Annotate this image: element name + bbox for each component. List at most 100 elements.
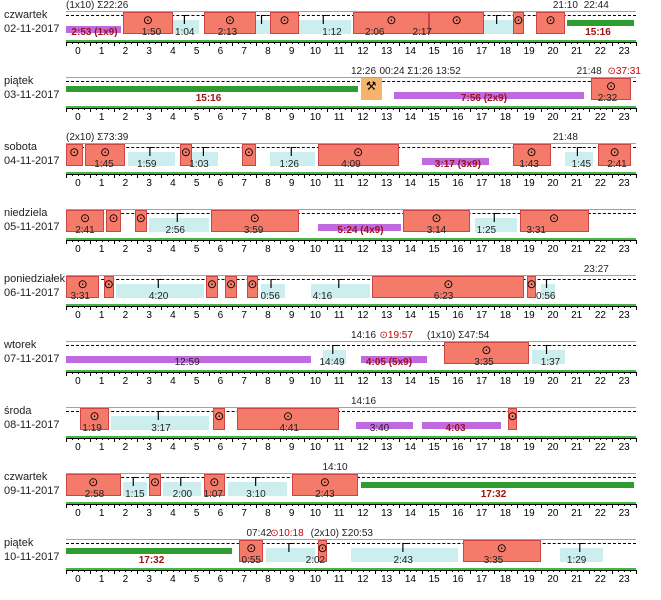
timeline-segment-rest[interactable]: [322, 350, 347, 364]
timeline-segment-rest[interactable]: [484, 20, 513, 34]
timeline-segment-rest[interactable]: [149, 218, 209, 232]
timeline-segment-drive[interactable]: [80, 408, 109, 430]
timeline-segment-purple[interactable]: [422, 422, 501, 429]
timeline-segment-drive[interactable]: [66, 144, 83, 166]
timeline-segment-drive[interactable]: [123, 12, 173, 34]
timeline-segment-rest[interactable]: [270, 152, 316, 166]
timeline-segment-rest[interactable]: [127, 152, 176, 166]
timeline-segment-rest[interactable]: [123, 482, 147, 496]
timeline-segment-rest[interactable]: [265, 548, 316, 562]
timeline-segment-rest[interactable]: [474, 218, 518, 232]
timeline-segment-drive[interactable]: [66, 474, 121, 496]
day-timeline[interactable]: 14:16 ⊙19:57 (1x10) Σ47:54 ᒥ ⊙ ᒥ 12:59 14:49 4:0…: [66, 330, 637, 388]
timeline-segment-rest[interactable]: [298, 20, 351, 34]
timeline-segment-purple[interactable]: [66, 356, 311, 363]
timeline-segment-drive[interactable]: [225, 276, 237, 298]
day-timeline[interactable]: (1x10) Σ22:26 21:10 22:44 ⊙ ᒥ ⊙ ᒥ ⊙ ᒥ ⊙ ⊙ ᒥ ⊙ ⊙ 2:53 (…: [66, 0, 637, 58]
day-timeline[interactable]: 14:10 ⊙ ᒥ ⊙ ᒥ ⊙ ᒥ ⊙ 2:58 1:15 2:00 1:07 3:10 2:43 17:3…: [66, 462, 637, 520]
timeline-segment-rest[interactable]: [310, 284, 370, 298]
day-timeline[interactable]: 12:26 00:24 Σ1:26 13:52 21:48 ⊙37:31 ⚒ ⊙ 15:16…: [66, 66, 641, 124]
timeline-segment-drive[interactable]: [85, 144, 126, 166]
timeline-segment-rest[interactable]: [564, 152, 594, 166]
timeline-segment-drive[interactable]: [512, 144, 551, 166]
timeline-segment-purple[interactable]: [360, 356, 427, 363]
day-timeline[interactable]: 14:16 ⊙ ᒥ ⊙ ⊙ ⊙ 1:19 3:17 4:41 3:40 4:03 0 1 2 3 4 5 6 7 8 9…: [66, 396, 637, 454]
timeline-segment-drive[interactable]: [149, 474, 161, 496]
axis-tick: [493, 240, 495, 244]
axis-tick: [303, 42, 305, 46]
timeline-segment-green[interactable]: [567, 20, 634, 26]
timeline-segment-drive[interactable]: [246, 276, 259, 298]
timeline-segment-drive[interactable]: [590, 78, 632, 100]
day-timeline[interactable]: (2x10) Σ73:39 21:48 ⊙ ⊙ ᒥ ⊙ ᒥ ⊙ ᒥ ⊙ ⊙ ᒥ ⊙ 1:45 1:59 1:0…: [66, 132, 637, 190]
timeline-segment-rest[interactable]: [115, 284, 204, 298]
timeline-segment-drive[interactable]: [512, 12, 525, 34]
timeline-segment-rest[interactable]: [351, 548, 458, 562]
timeline-segment-drive[interactable]: [443, 342, 530, 364]
timeline-segment-drive[interactable]: [317, 144, 399, 166]
day-label: czwartek 09-11-2017: [4, 470, 59, 498]
steering-wheel-icon: ⊙: [69, 145, 80, 159]
timeline-segment-green[interactable]: [66, 86, 359, 92]
timeline-segment-rest[interactable]: [260, 284, 285, 298]
timeline-segment-drive[interactable]: [213, 408, 226, 430]
timeline-segment-drive[interactable]: [241, 144, 256, 166]
timeline-segment-rest[interactable]: [163, 482, 202, 496]
timeline-segment-rest[interactable]: [541, 284, 556, 298]
timeline-segment-drive[interactable]: [104, 276, 114, 298]
timeline-segment-drive[interactable]: [106, 210, 121, 232]
timeline-segment-rest[interactable]: [191, 152, 218, 166]
timeline-segment-drive[interactable]: [403, 210, 470, 232]
timeline-segment-drive[interactable]: [536, 12, 565, 34]
day-timeline[interactable]: ⊙ ⊙ ⊙ ᒥ ⊙ ⊙ ᒥ ⊙ 2:41 2:56 3:59 5:24 (4x9) 3:14 1:25 3:…: [66, 200, 637, 256]
day-timeline[interactable]: 07:42 ⊙10:18 (2x10) Σ20:53 ⊙ ᒥ ⊙ ᒥ ⊙ ᒥ 17:32 0:55 2…: [66, 528, 637, 586]
axis-tick: [291, 174, 293, 176]
timeline-segment-drive[interactable]: [598, 144, 632, 166]
timeline-segment-purple[interactable]: [393, 92, 584, 99]
timeline-segment-green[interactable]: [66, 548, 233, 554]
timeline-segment-rest[interactable]: [531, 350, 565, 364]
timeline-segment-purple[interactable]: [317, 224, 401, 231]
timeline-segment-drive[interactable]: [317, 540, 328, 562]
axis-tick: [552, 174, 554, 176]
timeline-segment-drive[interactable]: [353, 12, 430, 34]
axis-tick: [95, 240, 97, 242]
hour-tick-label: 10: [309, 442, 321, 453]
timeline-segment-drive[interactable]: [203, 12, 256, 34]
timeline-segment-drive[interactable]: [507, 408, 518, 430]
timeline-segment-drive[interactable]: [429, 12, 484, 34]
timeline-segment-rest[interactable]: [256, 20, 271, 34]
axis-tick: [238, 504, 240, 506]
timeline-segment-drive[interactable]: [291, 474, 359, 496]
timeline-segment-drive[interactable]: [526, 276, 537, 298]
axis-tick: [83, 570, 85, 572]
timeline-segment-rest[interactable]: [111, 416, 209, 430]
timeline-segment-drive[interactable]: [206, 276, 218, 298]
timeline-segment-drive[interactable]: [237, 408, 340, 430]
timeline-segment-drive[interactable]: [239, 540, 264, 562]
axis-tick: [570, 108, 572, 110]
axis-tick: [594, 42, 596, 44]
day-timeline[interactable]: 23:27 ⊙ ⊙ ᒥ ⊙ ⊙ ⊙ ᒥ ᒥ ⊙ ⊙ ᒥ 3:31 4:20 0:56 4:16 6:23 0:56…: [66, 264, 637, 322]
timeline-segment-work[interactable]: [360, 78, 382, 100]
timeline-segment-purple[interactable]: [355, 422, 413, 429]
timeline-segment-drive[interactable]: [519, 210, 589, 232]
timeline-segment-drive[interactable]: [134, 210, 147, 232]
timeline-segment-drive[interactable]: [462, 540, 541, 562]
timeline-segment-purple[interactable]: [422, 158, 489, 165]
timeline-segment-drive[interactable]: [203, 474, 226, 496]
timeline-segment-drive[interactable]: [66, 276, 100, 298]
timeline-segment-rest[interactable]: [560, 548, 603, 562]
timeline-segment-drive[interactable]: [210, 210, 299, 232]
timeline-segment-drive[interactable]: [270, 12, 299, 34]
timeline-segment-green[interactable]: [360, 482, 634, 488]
timeline-segment-rest[interactable]: [227, 482, 287, 496]
timeline-segment-rest[interactable]: [172, 20, 199, 34]
timeline-segment-purple[interactable]: [66, 26, 121, 33]
hour-tick-label: 11: [333, 244, 345, 255]
axis-tick: [101, 108, 103, 110]
timeline-segment-drive[interactable]: [66, 210, 104, 232]
timeline-segment-drive[interactable]: [372, 276, 525, 298]
timeline-segment-drive[interactable]: [180, 144, 192, 166]
axis-tick: [71, 438, 73, 440]
